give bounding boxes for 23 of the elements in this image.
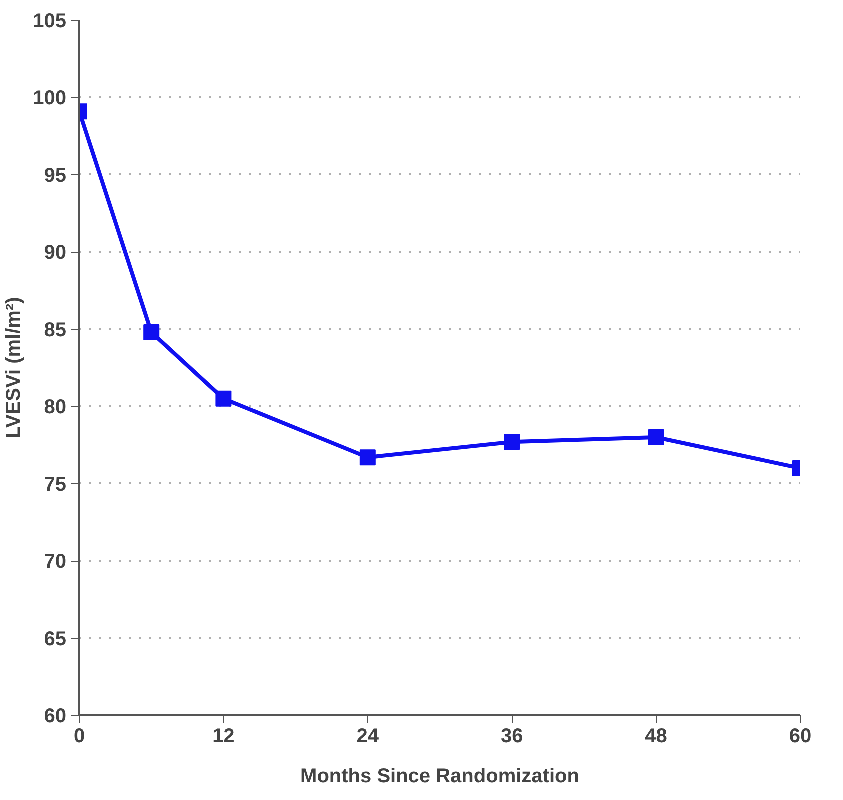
y-tick-label: 90 <box>44 242 67 264</box>
point <box>504 434 520 450</box>
y-tick-label: 65 <box>44 628 67 650</box>
point <box>216 390 232 407</box>
x-tick-label: 60 <box>789 726 812 748</box>
x-tick-label: 24 <box>356 726 380 748</box>
y-tick-label: 70 <box>44 551 67 574</box>
y-tick-label: 105 <box>33 10 67 32</box>
y-tick-label: 75 <box>44 474 67 496</box>
x-tick-label: 36 <box>500 726 524 748</box>
x-tick-label: 12 <box>212 726 235 748</box>
x-tick-label: 0 <box>74 726 86 748</box>
y-tick-label: 85 <box>44 319 67 342</box>
x-tick-label: 48 <box>645 726 668 748</box>
x-axis-title: Months Since Randomization <box>300 766 580 788</box>
y-tick-label: 100 <box>33 88 67 110</box>
point <box>360 450 376 466</box>
y-tick-label: 80 <box>44 396 67 419</box>
y-tick-label: 95 <box>44 164 67 187</box>
point <box>144 324 160 340</box>
y-axis-title: LVESVi (ml/m²) <box>3 297 26 439</box>
y-tick-label: 60 <box>44 706 67 728</box>
point <box>648 430 664 446</box>
